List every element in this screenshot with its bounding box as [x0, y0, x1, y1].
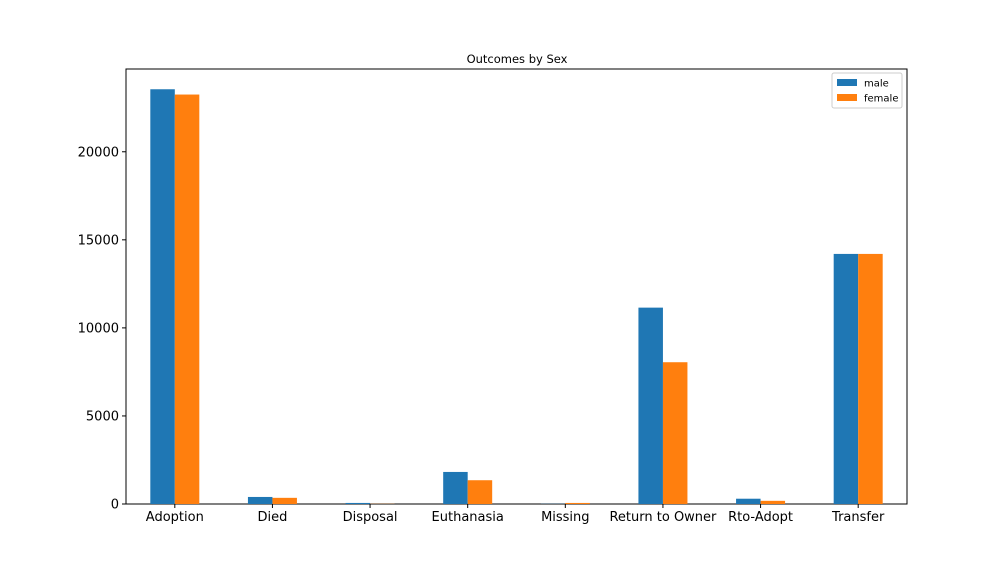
bar-female-6	[761, 501, 786, 504]
x-axis: Adoption Died Disposal Euthanasia Missing Ret…	[146, 504, 885, 525]
bars-group	[150, 89, 882, 504]
y-axis: 0 5000 10000 15000 20000	[78, 145, 126, 512]
bar-female-5	[663, 362, 688, 504]
x-tick-label-2: Disposal	[343, 510, 398, 525]
bar-female-4	[565, 503, 590, 504]
bar-female-0	[175, 95, 200, 504]
bar-male-6	[736, 499, 761, 504]
bar-male-5	[638, 308, 663, 504]
legend-label-female: female	[864, 94, 898, 105]
legend-label-male: male	[864, 79, 889, 90]
y-tick-label-0: 0	[111, 498, 119, 513]
x-tick-label-0: Adoption	[146, 510, 204, 525]
y-tick-label-1: 5000	[86, 409, 119, 424]
legend-swatch-male	[837, 79, 857, 86]
bar-male-0	[150, 89, 175, 504]
x-tick-label-7: Transfer	[831, 510, 885, 525]
x-tick-label-3: Euthanasia	[432, 510, 504, 525]
bar-female-7	[858, 254, 883, 504]
x-tick-label-4: Missing	[541, 510, 589, 525]
y-tick-label-3: 15000	[78, 233, 119, 248]
legend-swatch-female	[837, 94, 857, 101]
y-tick-label-4: 20000	[78, 145, 119, 160]
bar-female-1	[272, 498, 297, 504]
x-tick-label-6: Rto-Adopt	[728, 510, 793, 525]
x-tick-label-5: Return to Owner	[609, 510, 717, 525]
plot-area	[126, 69, 907, 504]
plot-frame	[126, 69, 907, 504]
chart-title: Outcomes by Sex	[467, 52, 568, 66]
legend: male female	[832, 73, 902, 108]
x-tick-label-1: Died	[258, 510, 288, 525]
bar-female-3	[468, 480, 493, 504]
bar-male-2	[346, 503, 371, 504]
bar-male-3	[443, 472, 468, 504]
y-tick-label-2: 10000	[78, 321, 119, 336]
bar-male-1	[248, 497, 273, 504]
bar-male-7	[834, 254, 859, 504]
